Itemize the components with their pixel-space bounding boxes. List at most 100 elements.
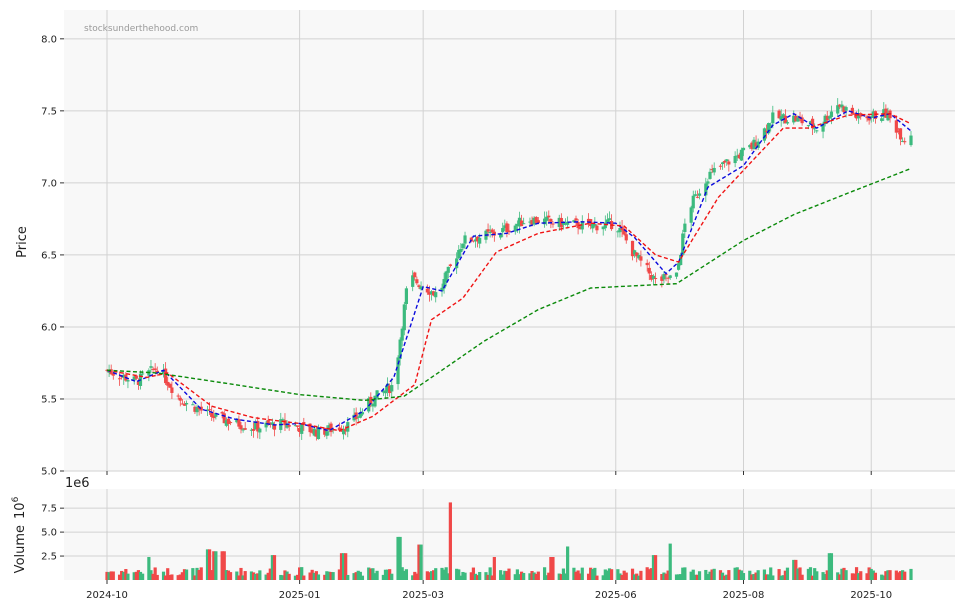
candle-body (796, 117, 800, 122)
candle-body (268, 422, 272, 425)
volume-bar (888, 570, 892, 580)
volume-bar (314, 571, 318, 580)
volume-bar (184, 569, 189, 580)
candle-body (122, 374, 126, 378)
candle-body (769, 124, 773, 126)
candle-body (312, 428, 316, 436)
candle-body (287, 425, 291, 427)
volume-bar (829, 553, 834, 580)
volume-bar (637, 575, 641, 580)
volume-bar (578, 573, 582, 580)
volume-bar (109, 571, 113, 580)
candle-body (708, 171, 712, 179)
candle-body (375, 390, 379, 399)
volume-bar (469, 572, 473, 580)
volume-bar (281, 575, 285, 580)
candle-body (254, 422, 258, 430)
candle-body (710, 169, 714, 171)
volume-bar (398, 536, 402, 580)
candle-body (111, 373, 115, 376)
candle-body (561, 221, 566, 225)
volume-bar (865, 573, 869, 580)
price-y-tick-label: 5.0 (41, 467, 57, 478)
candle-body (237, 419, 241, 427)
volume-bar (561, 568, 566, 580)
volume-bar (388, 569, 392, 580)
volume-bar (442, 569, 446, 580)
candle-body (683, 223, 687, 232)
candle-body (836, 105, 840, 114)
volume-bar (528, 573, 532, 580)
volume-bar (105, 571, 109, 580)
volume-bar (168, 574, 172, 580)
price-y-tick-label: 7.5 (41, 106, 57, 117)
candle-body (880, 118, 884, 121)
volume-bar (693, 574, 697, 580)
candle-body (507, 230, 511, 233)
x-tick-label: 2025-10 (850, 590, 892, 601)
volume-bar (180, 572, 184, 580)
candle-body (718, 165, 723, 167)
volume-bar (151, 573, 155, 580)
candle-body (869, 116, 873, 118)
volume-bar (237, 575, 241, 580)
candle-body (624, 234, 628, 241)
candle-body (195, 407, 199, 413)
candle-body (161, 370, 166, 374)
candle-body (616, 231, 620, 233)
candle-body (781, 114, 785, 118)
candle-body (352, 414, 356, 421)
volume-bar (840, 568, 844, 580)
volume-bar (666, 570, 670, 580)
candle-body (316, 426, 321, 440)
price-panel: 5.0 5.5 6.0 6.5 7.0 7.5 8.0 stocksunderthehood… (15, 10, 955, 478)
candle-body (214, 413, 218, 417)
volume-bar (249, 571, 254, 580)
volume-bar (478, 571, 482, 580)
candle-body (329, 423, 333, 433)
candle-body (429, 291, 434, 294)
candle-body (515, 223, 519, 227)
volume-bar (898, 571, 903, 580)
candle-body (442, 279, 446, 289)
candle-body (396, 357, 400, 385)
candle-body (182, 404, 187, 406)
volume-bar (287, 573, 291, 580)
volume-bar (718, 570, 723, 580)
candle-body (821, 123, 825, 132)
volume-bar (270, 555, 275, 580)
volume-bar (886, 570, 890, 580)
candle-body (607, 218, 612, 220)
volume-bar (373, 573, 377, 580)
candle-body (829, 111, 834, 117)
candle-body (339, 430, 344, 432)
volume-bar (549, 557, 553, 580)
volume-bar (517, 574, 522, 580)
candle-body (693, 194, 697, 196)
candle-body (857, 113, 861, 119)
candle-body (298, 427, 302, 432)
volume-bar (302, 575, 306, 580)
candle-body (427, 291, 432, 295)
price-moving-averages (106, 110, 912, 432)
candle-body (293, 425, 298, 427)
candle-body (117, 378, 122, 380)
moving-average-fast-line (106, 110, 912, 432)
candle-body (402, 304, 406, 331)
volume-bar (653, 555, 658, 580)
volume-bar (827, 553, 831, 580)
volume-bar (664, 573, 668, 580)
candle-body (723, 160, 727, 163)
volume-bar (580, 567, 584, 580)
candle-body (777, 110, 781, 119)
volume-bar (124, 569, 128, 580)
candle-body (704, 183, 708, 196)
candle-body (639, 256, 643, 261)
volume-bar (354, 572, 358, 580)
volume-bar (475, 575, 480, 580)
candle-body (653, 278, 658, 280)
volume-bar (750, 574, 754, 580)
candle-body (572, 220, 576, 223)
candle-body (844, 107, 848, 111)
volume-bar (519, 571, 524, 580)
